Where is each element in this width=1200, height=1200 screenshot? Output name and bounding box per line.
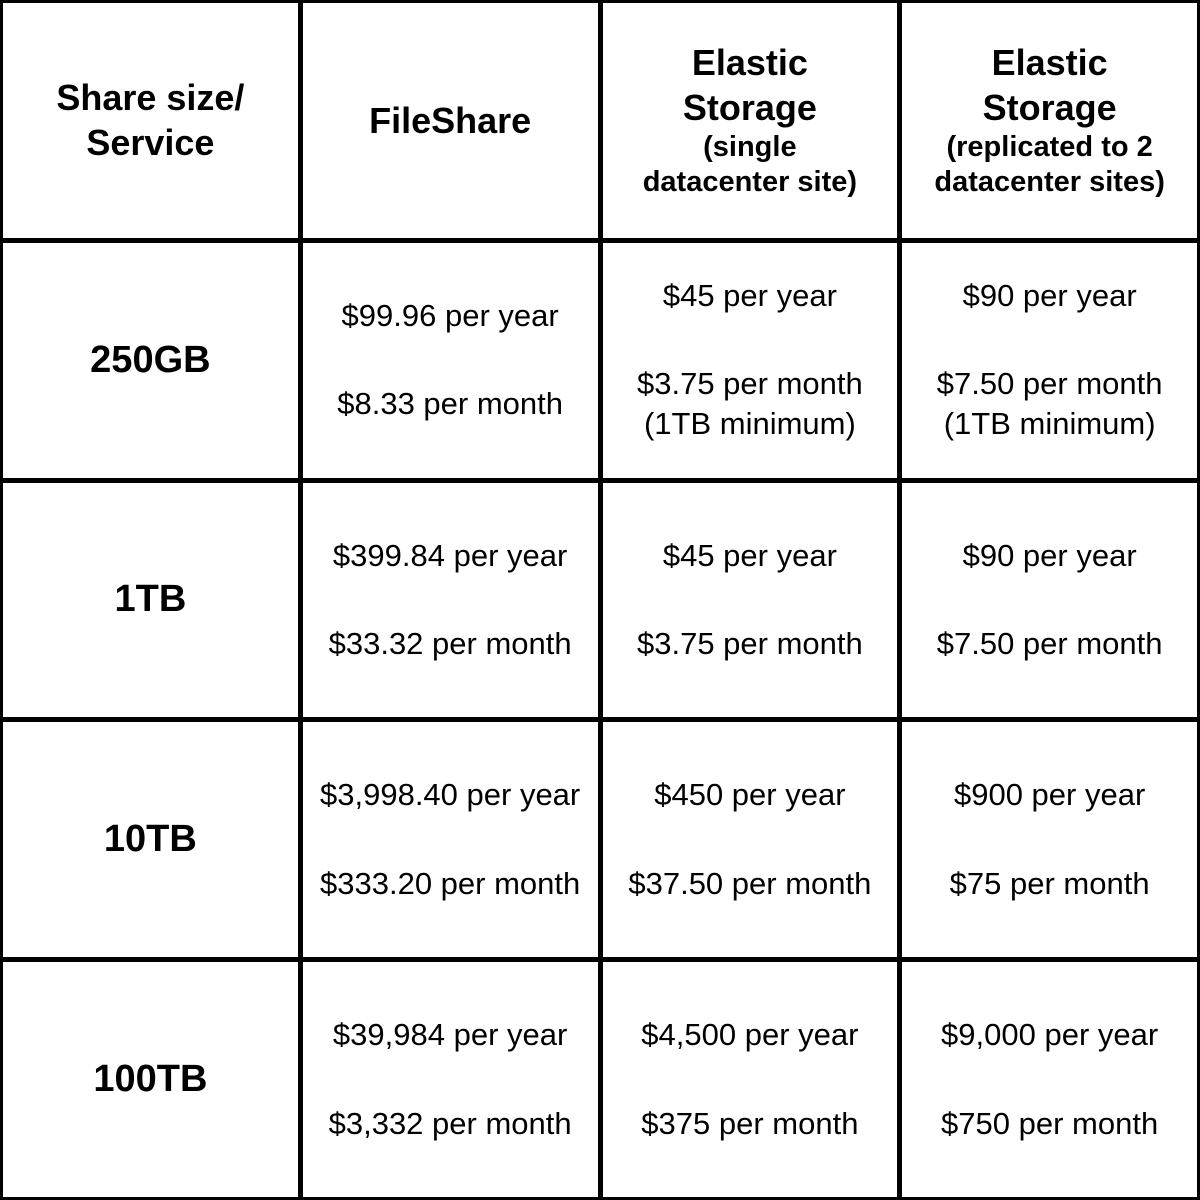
price-per-year: $9,000 per year bbox=[941, 1017, 1159, 1053]
price-per-month: $75 per month bbox=[949, 865, 1150, 901]
row-label-1tb: 1TB bbox=[3, 482, 298, 718]
column-header-subtitle: (single datacenter site) bbox=[642, 131, 858, 199]
price-per-month: $3,332 per month bbox=[328, 1105, 572, 1141]
price-cell-10tb-elastic-replicated: $900 per year $75 per month bbox=[902, 722, 1197, 958]
column-header-label: Share size/ Service bbox=[56, 77, 245, 164]
price-cell-1tb-fileshare: $399.84 per year $33.32 per month bbox=[302, 482, 598, 718]
column-header-label: FileShare bbox=[369, 99, 532, 141]
price-per-year: $90 per year bbox=[962, 277, 1137, 313]
price-per-month: $33.32 per month bbox=[328, 625, 572, 661]
price-note: (1TB minimum) bbox=[943, 406, 1156, 442]
price-cell-250gb-fileshare: $99.96 per year $8.33 per month bbox=[302, 242, 598, 478]
price-per-month: $3.75 per month bbox=[636, 625, 863, 661]
price-per-month: $375 per month bbox=[641, 1105, 859, 1141]
price-per-month: $333.20 per month bbox=[320, 865, 581, 901]
column-header-label: Elastic Storage bbox=[682, 42, 817, 129]
price-per-year: $45 per year bbox=[662, 277, 837, 313]
price-note: (1TB minimum) bbox=[643, 406, 856, 442]
price-per-year: $3,998.40 per year bbox=[320, 777, 581, 813]
share-size-label: 1TB bbox=[114, 578, 187, 621]
column-header-label: Elastic Storage bbox=[982, 42, 1117, 129]
price-per-month: $3.75 per month bbox=[636, 366, 863, 402]
price-per-month: $7.50 per month bbox=[936, 366, 1163, 402]
column-header-subtitle: (replicated to 2 datacenter sites) bbox=[934, 131, 1165, 199]
row-label-100tb: 100TB bbox=[3, 962, 298, 1197]
price-cell-10tb-elastic-single: $450 per year $37.50 per month bbox=[602, 722, 898, 958]
price-per-month: $37.50 per month bbox=[628, 865, 872, 901]
price-cell-10tb-fileshare: $3,998.40 per year $333.20 per month bbox=[302, 722, 598, 958]
price-cell-100tb-elastic-replicated: $9,000 per year $750 per month bbox=[902, 962, 1197, 1197]
price-per-month: $750 per month bbox=[941, 1105, 1159, 1141]
header-cell-fileshare: FileShare bbox=[302, 3, 598, 238]
price-per-year: $900 per year bbox=[953, 777, 1146, 813]
price-per-month: $7.50 per month bbox=[936, 625, 1163, 661]
price-per-year: $450 per year bbox=[654, 777, 846, 813]
price-cell-1tb-elastic-single: $45 per year $3.75 per month bbox=[602, 482, 898, 718]
price-per-year: $399.84 per year bbox=[332, 537, 568, 573]
share-size-label: 100TB bbox=[93, 1058, 208, 1101]
price-cell-1tb-elastic-replicated: $90 per year $7.50 per month bbox=[902, 482, 1197, 718]
share-size-label: 10TB bbox=[103, 818, 197, 861]
price-per-year: $45 per year bbox=[662, 537, 837, 573]
price-per-year: $90 per year bbox=[962, 537, 1137, 573]
row-label-10tb: 10TB bbox=[3, 722, 298, 958]
price-per-year: $39,984 per year bbox=[332, 1017, 568, 1053]
price-cell-250gb-elastic-single: $45 per year $3.75 per month (1TB minimu… bbox=[602, 242, 898, 478]
price-per-year: $4,500 per year bbox=[641, 1017, 859, 1053]
price-per-month: $8.33 per month bbox=[337, 386, 563, 422]
share-size-label: 250GB bbox=[90, 338, 211, 381]
header-cell-elastic-single: Elastic Storage (single datacenter site) bbox=[602, 3, 898, 238]
price-cell-100tb-fileshare: $39,984 per year $3,332 per month bbox=[302, 962, 598, 1197]
row-label-250gb: 250GB bbox=[3, 242, 298, 478]
header-cell-elastic-replicated: Elastic Storage (replicated to 2 datacen… bbox=[902, 3, 1197, 238]
price-per-year: $99.96 per year bbox=[341, 297, 559, 333]
price-cell-100tb-elastic-single: $4,500 per year $375 per month bbox=[602, 962, 898, 1197]
price-cell-250gb-elastic-replicated: $90 per year $7.50 per month (1TB minimu… bbox=[902, 242, 1197, 478]
header-cell-share-size: Share size/ Service bbox=[3, 3, 298, 238]
